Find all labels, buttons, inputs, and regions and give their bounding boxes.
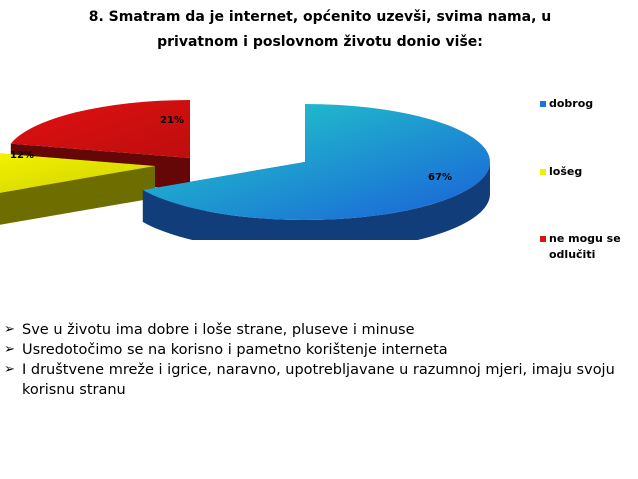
arrow-bullet-icon: ➢	[4, 362, 15, 377]
title-line-2: privatnom i poslovnom životu donio više:	[157, 34, 483, 50]
bullet-item: ➢ Usredotočimo se na korisno i pametno k…	[4, 340, 634, 360]
slide-title: 8. Smatram da je internet, općenito uzev…	[60, 5, 580, 55]
arrow-bullet-icon: ➢	[4, 322, 15, 337]
pie-slice-1	[0, 153, 155, 225]
legend-swatch-dobrog	[540, 101, 546, 107]
title-line-1: 8. Smatram da je internet, općenito uzev…	[88, 9, 552, 25]
pie-chart: 67% 12% 21%	[0, 100, 490, 240]
pie-slice-top-2	[10, 100, 190, 158]
legend-label-loseg: lošeg	[549, 165, 583, 178]
data-label-1: 12%	[10, 150, 34, 161]
pie-slice-top-1	[0, 153, 155, 193]
bullet-list: ➢ Sve u životu ima dobre i loše strane, …	[4, 320, 634, 400]
legend-swatch-ne-mogu	[540, 236, 546, 242]
legend-swatch-loseg	[540, 169, 546, 175]
legend-label-dobrog: dobrog	[549, 97, 594, 110]
pie-slice-face-1-0	[0, 166, 155, 225]
arrow-bullet-icon: ➢	[4, 342, 15, 357]
bullet-item: ➢ I društvene mreže i igrice, naravno, u…	[4, 360, 634, 400]
bullet-item: ➢ Sve u životu ima dobre i loše strane, …	[4, 320, 634, 340]
pie-slice-top-0	[142, 104, 490, 221]
bullet-text: I društvene mreže i igrice, naravno, upo…	[22, 362, 615, 398]
pie-slice-side-0	[142, 162, 490, 240]
bullet-text: Usredotočimo se na korisno i pametno kor…	[22, 342, 448, 358]
data-label-2: 21%	[160, 115, 184, 126]
bullet-text: Sve u životu ima dobre i loše strane, pl…	[22, 322, 415, 338]
pie-slice-0	[142, 104, 490, 240]
legend-label-ne-mogu: ne mogu se odlučiti	[549, 232, 621, 261]
data-label-0: 67%	[428, 172, 452, 183]
